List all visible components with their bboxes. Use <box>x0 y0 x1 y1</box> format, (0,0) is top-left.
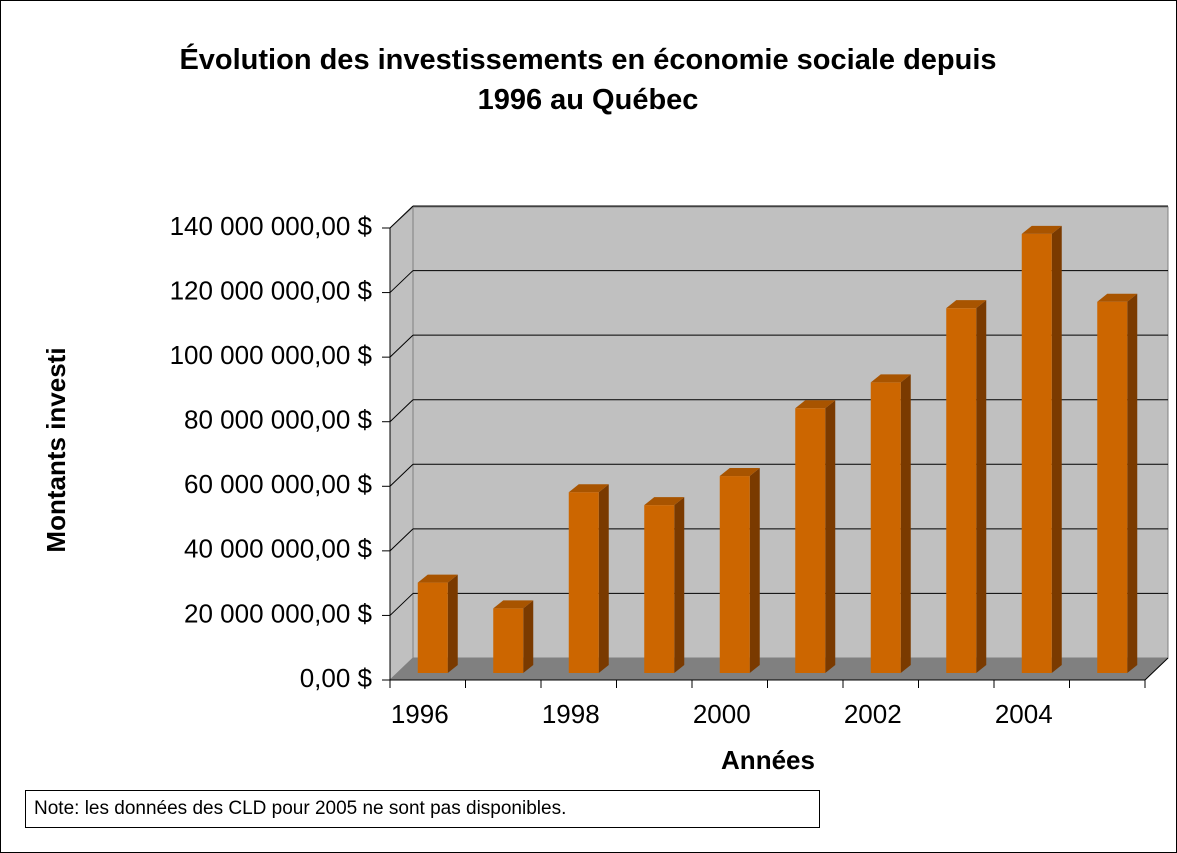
y-tick-label: 40 000 000,00 $ <box>184 534 372 564</box>
x-axis-edge <box>1144 657 1169 681</box>
bar <box>493 600 534 673</box>
grid-line-side <box>389 270 414 293</box>
note: Note: les données des CLD pour 2005 ne s… <box>25 790 820 828</box>
bar-front <box>795 408 826 673</box>
x-tick-label: 2004 <box>995 699 1053 729</box>
bar <box>568 484 609 673</box>
grid-line-side <box>389 334 414 358</box>
x-tick-label: 2002 <box>844 699 902 729</box>
bar-front <box>946 308 977 673</box>
y-tick-label: 140 000 000,00 $ <box>170 211 373 241</box>
bar-side <box>598 484 609 673</box>
bar-top <box>795 400 836 409</box>
bar <box>417 574 458 673</box>
bar <box>795 400 836 673</box>
y-tick-label: 100 000 000,00 $ <box>170 340 373 370</box>
x-axis-title: Années <box>721 745 815 775</box>
x-tick-label: 1996 <box>391 699 449 729</box>
bar-front <box>870 382 901 673</box>
bar <box>870 374 911 673</box>
bar <box>1097 293 1138 673</box>
bar-top <box>946 300 987 309</box>
bar-top <box>719 468 760 477</box>
bar-top <box>1097 293 1138 302</box>
bar-top <box>870 374 911 383</box>
bar-top <box>1021 225 1062 234</box>
x-tick-label: 2000 <box>693 699 751 729</box>
y-tick-label: 60 000 000,00 $ <box>184 469 372 499</box>
bar-top <box>417 574 458 583</box>
bar-top <box>568 484 609 493</box>
bar-front <box>568 492 599 673</box>
y-axis-title: Montants investi <box>41 347 71 552</box>
bar-front <box>1021 233 1052 673</box>
bar-side <box>900 374 911 673</box>
grid-line-side <box>389 593 414 616</box>
bar-side <box>674 497 685 673</box>
bar <box>644 497 685 673</box>
bar-front <box>493 608 524 673</box>
bar-front <box>644 505 675 673</box>
bar-top <box>493 600 534 609</box>
bar-side <box>523 600 534 673</box>
grid-line-side <box>389 399 414 423</box>
bar-side <box>749 468 760 673</box>
y-tick-label: 20 000 000,00 $ <box>184 598 372 628</box>
bar-front <box>417 582 448 673</box>
grid-line-side <box>389 528 414 552</box>
grid-line-side <box>389 205 414 229</box>
grid-line-side <box>389 463 414 487</box>
x-tick-label: 1998 <box>542 699 600 729</box>
bar-side <box>976 300 987 673</box>
chart-title: Évolution des investissements en économi… <box>179 44 997 116</box>
bar <box>1021 225 1062 673</box>
y-tick-label: 0,00 $ <box>300 663 373 693</box>
bar-front <box>1097 301 1128 673</box>
side-wall <box>389 205 414 682</box>
y-tick-label: 120 000 000,00 $ <box>170 275 373 305</box>
bar <box>719 468 760 673</box>
bar-side <box>1051 225 1062 673</box>
bar-side <box>825 400 836 673</box>
y-tick-label: 80 000 000,00 $ <box>184 405 372 435</box>
bar-top <box>644 497 685 506</box>
bar <box>946 300 987 673</box>
bar-front <box>719 476 750 673</box>
bar-side <box>447 574 458 673</box>
bar-side <box>1127 293 1138 673</box>
